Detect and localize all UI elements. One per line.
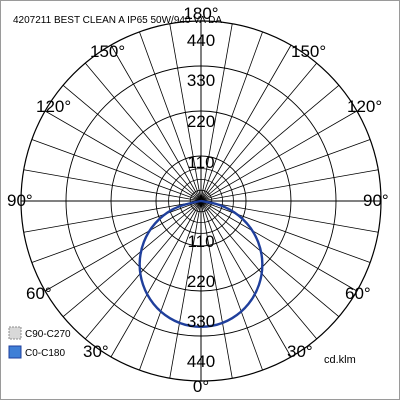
- grid-spoke-280: [23, 200, 202, 233]
- grid-spoke-60: [200, 200, 358, 292]
- angle-label-lower-right-2: 30°: [287, 342, 313, 361]
- grid-spoke-260: [23, 169, 202, 202]
- curve-c0-c180: [138, 199, 264, 329]
- grid-spoke-230: [62, 84, 202, 202]
- chart-title: 4207211 BEST CLEAN A IP65 50W/940 VA DA: [13, 15, 222, 26]
- legend-label-c0-c180: C0-C180: [25, 348, 65, 359]
- grid-spoke-80: [200, 200, 379, 233]
- angle-label-bottom: 0°: [193, 377, 209, 396]
- grid-spoke-190: [169, 23, 202, 202]
- unit-label: cd.klm: [324, 354, 356, 366]
- grid-spoke-50: [200, 200, 340, 318]
- angle-label-right: 90°: [363, 191, 389, 210]
- angle-label-upper-left-2: 120°: [36, 97, 71, 116]
- grid-spoke-160: [200, 31, 263, 202]
- grid-spoke-210: [110, 44, 202, 202]
- grid-spoke-120: [200, 110, 358, 202]
- radial-label-bottom-220: 220: [187, 272, 215, 291]
- chart-legend: C90-C270 C0-C180: [8, 326, 71, 359]
- angle-label-lower-right-1: 60°: [345, 284, 371, 303]
- radial-label-bottom-110: 110: [187, 232, 214, 251]
- grid-spoke-350: [169, 200, 202, 379]
- radial-label-top-330: 330: [187, 71, 215, 90]
- legend-swatch-c90-c270: [8, 326, 22, 340]
- grid-spoke-340: [139, 200, 202, 371]
- angle-label-lower-left-2: 30°: [83, 342, 109, 361]
- angle-label-top: 180°: [183, 4, 218, 23]
- radial-label-top-440: 440: [187, 31, 215, 50]
- grid-spoke-40: [200, 200, 318, 340]
- angle-label-upper-left-1: 150°: [90, 42, 125, 61]
- grid-spoke-130: [200, 84, 340, 202]
- grid-spoke-140: [200, 62, 318, 202]
- grid-spoke-330: [110, 200, 202, 358]
- radial-label-top-220: 220: [187, 112, 215, 131]
- angle-label-lower-left-1: 60°: [26, 284, 52, 303]
- radial-labels: 110 220 330 440 110 220 330 440: [187, 31, 215, 371]
- angle-label-left: 90°: [7, 191, 33, 210]
- grid-spoke-310: [62, 200, 202, 318]
- grid-spoke-100: [200, 169, 379, 202]
- grid-spoke-250: [31, 139, 202, 202]
- intensity-curves: [138, 199, 264, 329]
- radial-label-bottom-330: 330: [187, 312, 215, 331]
- angle-label-upper-right-2: 120°: [347, 97, 382, 116]
- grid-spoke-200: [139, 31, 202, 202]
- grid-spoke-300: [44, 200, 202, 292]
- radial-label-top-110: 110: [187, 153, 214, 172]
- angle-label-upper-right-1: 150°: [291, 42, 326, 61]
- grid-spoke-320: [84, 200, 202, 340]
- angle-labels: 180° 150° 120° 150° 120° 90° 90° 60° 30°…: [7, 4, 389, 396]
- legend-swatch-c0-c180: [8, 345, 22, 359]
- polar-grid: [20, 20, 382, 382]
- grid-spoke-170: [200, 23, 233, 202]
- grid-spoke-220: [84, 62, 202, 202]
- grid-spoke-30: [200, 200, 292, 358]
- grid-spoke-110: [200, 139, 371, 202]
- grid-spoke-290: [31, 200, 202, 263]
- grid-spoke-150: [200, 44, 292, 202]
- grid-spoke-20: [200, 200, 263, 371]
- legend-label-c90-c270: C90-C270: [25, 329, 71, 340]
- grid-spoke-70: [200, 200, 371, 263]
- grid-spoke-240: [44, 110, 202, 202]
- radial-label-bottom-440: 440: [187, 352, 215, 371]
- grid-spoke-10: [200, 200, 233, 379]
